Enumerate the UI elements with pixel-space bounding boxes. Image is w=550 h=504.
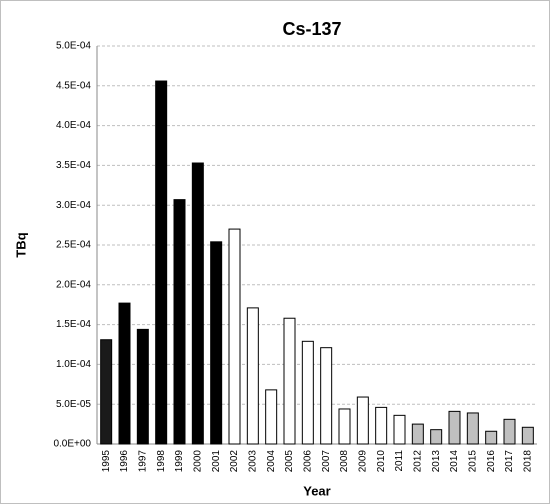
x-tick-label: 2003 bbox=[247, 450, 258, 473]
bar bbox=[375, 406, 388, 445]
y-tick-label: 0.0E+00 bbox=[53, 439, 91, 450]
x-tick-label: 2000 bbox=[192, 450, 203, 473]
bar bbox=[466, 412, 479, 445]
bar bbox=[503, 418, 516, 445]
x-tick-label: 2006 bbox=[302, 450, 313, 473]
x-tick-label: 2001 bbox=[211, 450, 222, 473]
x-tick-label: 2017 bbox=[504, 450, 515, 473]
x-tick-label: 2005 bbox=[284, 450, 295, 473]
bar bbox=[521, 426, 534, 445]
x-tick-label: 2007 bbox=[321, 450, 332, 473]
y-tick-label: 5.0E-05 bbox=[56, 399, 91, 410]
bar bbox=[356, 396, 369, 445]
x-tick-label: 1998 bbox=[156, 450, 167, 473]
y-tick-label: 1.0E-04 bbox=[56, 359, 91, 370]
y-tick-label: 3.5E-04 bbox=[56, 160, 91, 171]
y-axis-title: TBq bbox=[13, 232, 28, 257]
y-tick-label: 4.5E-04 bbox=[56, 80, 91, 91]
chart-title: Cs-137 bbox=[282, 19, 341, 39]
bar bbox=[136, 328, 149, 445]
y-tick-label: 2.5E-04 bbox=[56, 240, 91, 251]
bar bbox=[155, 80, 168, 445]
bar bbox=[228, 228, 241, 445]
bar bbox=[338, 408, 351, 445]
x-tick-label: 1996 bbox=[119, 450, 130, 473]
x-tick-label: 1997 bbox=[137, 450, 148, 473]
x-tick-label: 1999 bbox=[174, 450, 185, 473]
x-tick-label: 2008 bbox=[339, 450, 350, 473]
x-tick-label: 2004 bbox=[266, 450, 277, 473]
y-tick-label: 1.5E-04 bbox=[56, 319, 91, 330]
bar bbox=[210, 241, 223, 445]
y-tick-label: 4.0E-04 bbox=[56, 120, 91, 131]
bar bbox=[430, 429, 443, 445]
bar bbox=[283, 317, 296, 445]
bar bbox=[100, 339, 113, 445]
x-tick-label: 1995 bbox=[101, 450, 112, 473]
bar bbox=[265, 389, 278, 445]
x-tick-label: 2013 bbox=[431, 450, 442, 473]
bar bbox=[320, 347, 333, 445]
x-tick-label: 2010 bbox=[376, 450, 387, 473]
x-tick-label: 2012 bbox=[412, 450, 423, 473]
bar bbox=[173, 199, 186, 445]
bar bbox=[118, 302, 131, 445]
bar bbox=[191, 162, 204, 445]
x-tick-label: 2018 bbox=[522, 450, 533, 473]
bar bbox=[448, 410, 461, 445]
x-tick-label: 2002 bbox=[229, 450, 240, 473]
x-axis-title: Year bbox=[303, 483, 330, 498]
y-tick-label: 3.0E-04 bbox=[56, 200, 91, 211]
x-tick-label: 2011 bbox=[394, 450, 405, 472]
x-tick-label: 2014 bbox=[449, 450, 460, 473]
bar bbox=[393, 414, 406, 445]
bar bbox=[246, 307, 259, 445]
bar bbox=[411, 423, 424, 445]
bar bbox=[485, 430, 498, 445]
x-tick-label: 2016 bbox=[486, 450, 497, 473]
bar bbox=[301, 340, 314, 445]
y-tick-label: 2.0E-04 bbox=[56, 279, 91, 290]
y-tick-label: 5.0E-04 bbox=[56, 41, 91, 52]
x-tick-label: 2015 bbox=[467, 450, 478, 473]
x-tick-label: 2009 bbox=[357, 450, 368, 473]
